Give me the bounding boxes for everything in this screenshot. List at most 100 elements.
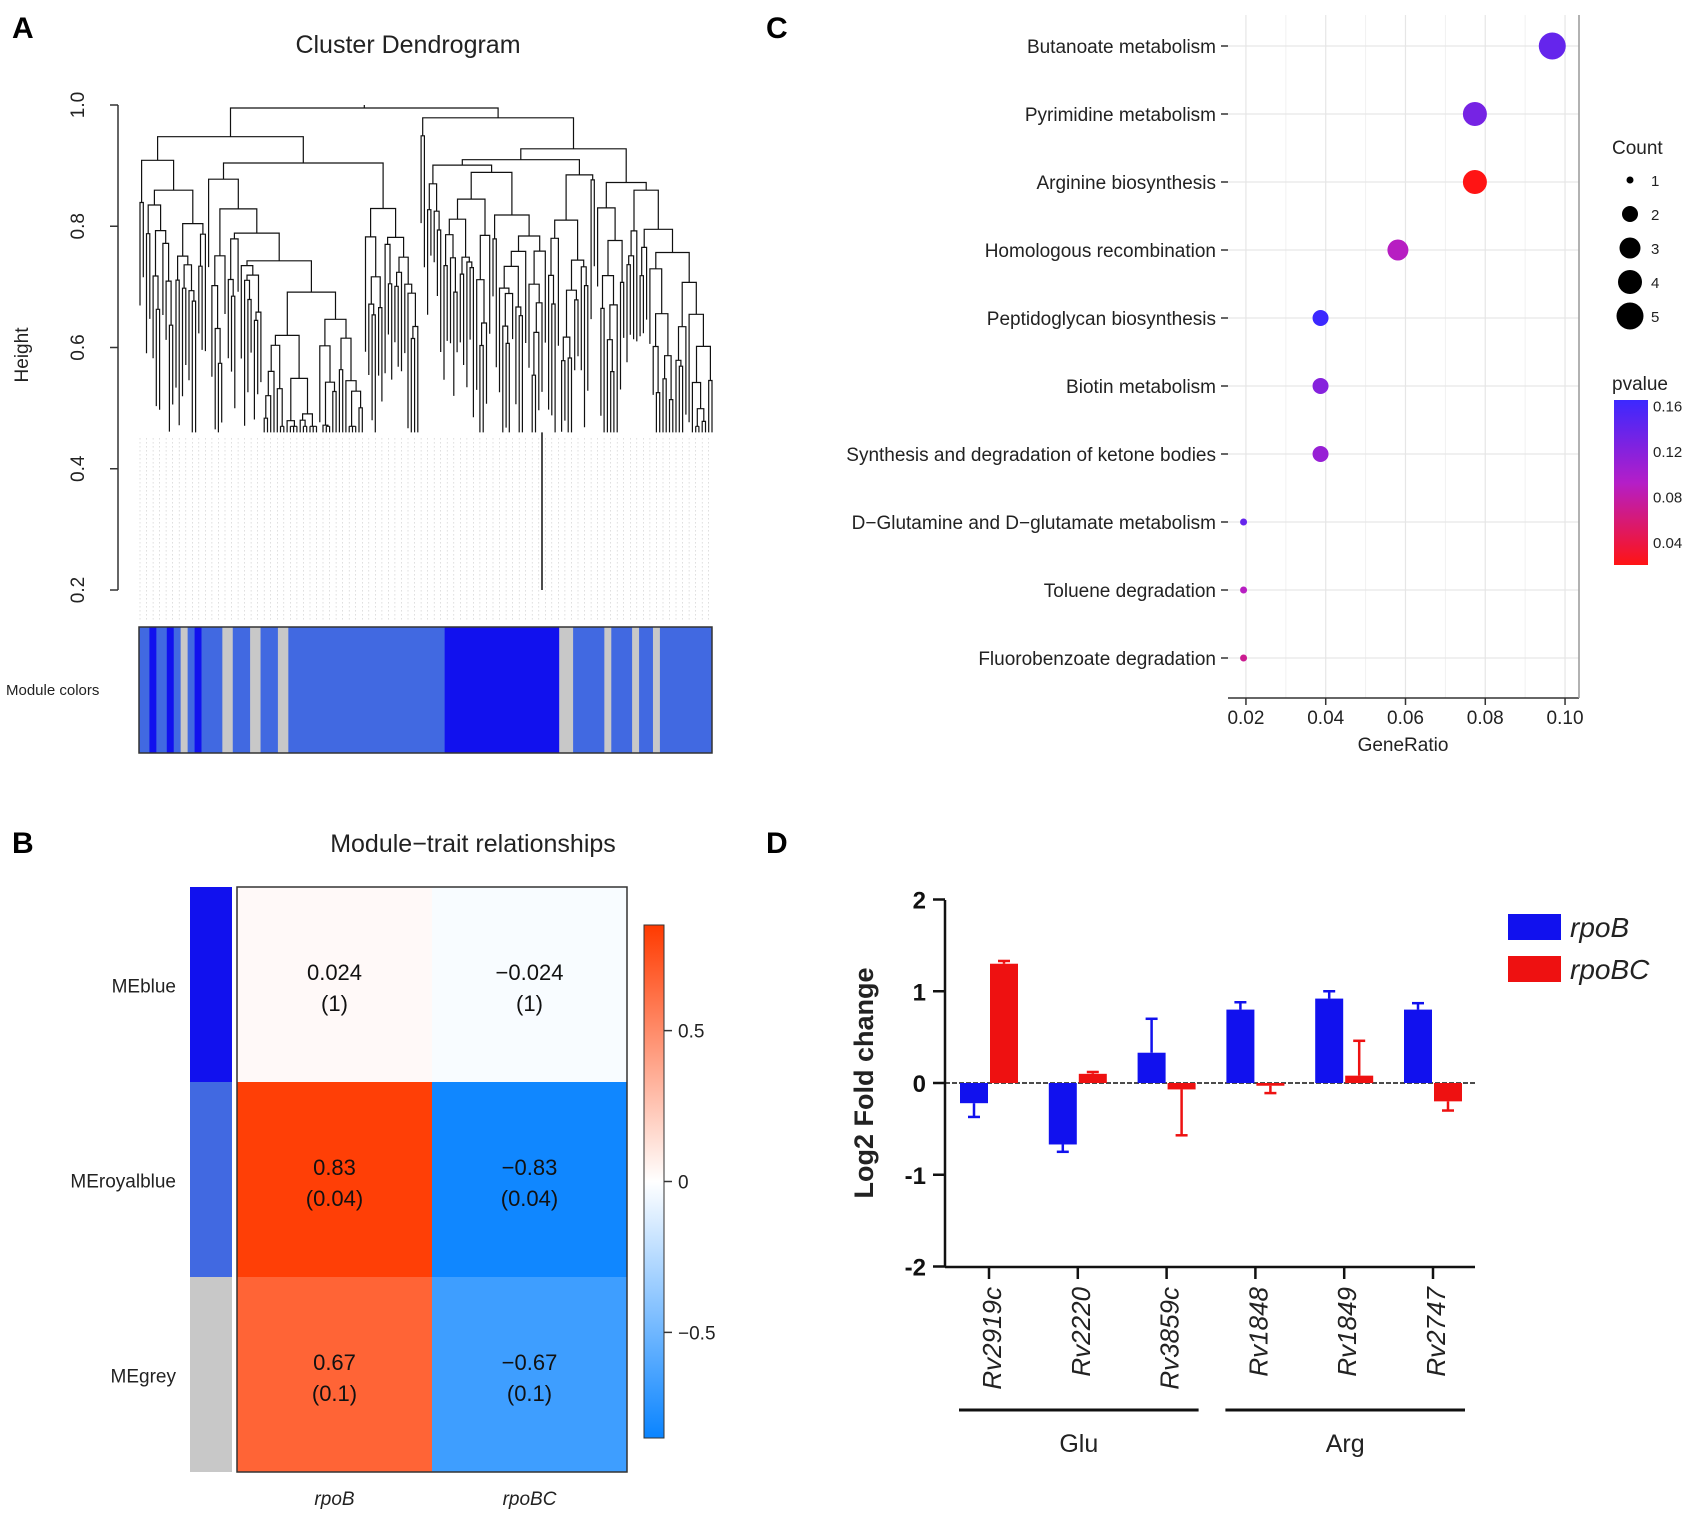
d-bar-rpoB xyxy=(1226,1009,1255,1083)
a-module-block-royalblue xyxy=(573,627,605,753)
d-group-label: Arg xyxy=(1326,1430,1365,1458)
b-cell-value: −0.024 xyxy=(496,960,564,985)
b-row-label: MEroyalblue xyxy=(70,1172,176,1193)
d-ytick-label: 1 xyxy=(913,979,926,1006)
b-cell-pvalue: (0.04) xyxy=(306,1186,363,1211)
c-xtick-label: 0.10 xyxy=(1547,708,1584,729)
b-colorbar-tick-label: −0.5 xyxy=(678,1323,716,1344)
d-ytick-label: 0 xyxy=(913,1071,926,1098)
a-module-block-royalblue xyxy=(156,627,168,753)
c-xlabel: GeneRatio xyxy=(1358,735,1449,756)
d-xtick-label: Rv3859c xyxy=(1155,1287,1185,1390)
a-module-block-royalblue xyxy=(611,627,633,753)
c-dot xyxy=(1312,446,1329,462)
c-xtick-label: 0.06 xyxy=(1387,708,1424,729)
a-module-block-grey xyxy=(559,627,574,753)
d-xtick-label: Rv1849 xyxy=(1332,1287,1362,1377)
c-category-label: Arginine biosynthesis xyxy=(1036,173,1216,194)
b-colorbar-tick-label: 0 xyxy=(678,1173,689,1194)
b-row-color-blue xyxy=(190,887,232,1082)
c-category-label: Butanoate metabolism xyxy=(1027,37,1216,58)
d-xtick-label: Rv2220 xyxy=(1066,1286,1096,1376)
c-size-legend-dot xyxy=(1626,176,1634,184)
b-cell-pvalue: (1) xyxy=(321,991,348,1016)
c-category-label: Homologous recombination xyxy=(985,241,1216,262)
c-category-label: Peptidoglycan biosynthesis xyxy=(987,309,1216,330)
c-pvalue-legend-title: pvalue xyxy=(1612,374,1668,395)
b-cell-value: 0.83 xyxy=(313,1155,356,1180)
d-xtick-label: Rv1848 xyxy=(1243,1286,1273,1376)
b-title: Module−trait relationships xyxy=(330,830,616,858)
a-leaf-guides xyxy=(139,438,709,622)
panel-c-dotplot: 0.02 0.04 0.06 0.08 0.10 Butanoate metabolis… xyxy=(846,15,1682,756)
a-module-block-royalblue xyxy=(639,627,654,753)
panel-label-d: D xyxy=(766,827,788,860)
d-bar-rpoB xyxy=(1048,1083,1077,1145)
b-cell-value: −0.83 xyxy=(502,1155,558,1180)
a-module-frame xyxy=(138,626,713,754)
c-category-label: Synthesis and degradation of ketone bodi… xyxy=(846,445,1216,466)
d-xtick-label: Rv2747 xyxy=(1421,1285,1451,1376)
a-module-block-grey xyxy=(652,627,661,753)
d-xtick-label: Rv2919c xyxy=(977,1287,1007,1390)
d-bar-rpoBC xyxy=(1256,1083,1285,1086)
d-bar-rpoBC xyxy=(990,963,1018,1083)
d-group-label: Glu xyxy=(1059,1430,1098,1458)
a-module-block-blue xyxy=(194,627,202,753)
b-colorbar-tick-label: 0.5 xyxy=(678,1022,704,1043)
d-legend-label-rpob: rpoB xyxy=(1570,912,1629,943)
b-col-label: rpoB xyxy=(314,1489,354,1510)
b-cell-pvalue: (0.1) xyxy=(507,1381,552,1406)
panel-b-heatmap: Module−trait relationships MEblue 0.024 (1… xyxy=(70,830,715,1510)
c-xtick-label: 0.04 xyxy=(1307,708,1344,729)
a-ytick-label: 0.6 xyxy=(68,334,89,360)
c-pvalue-legend-label: 0.08 xyxy=(1653,490,1682,507)
d-legend-label-rpobc: rpoBC xyxy=(1570,954,1650,985)
b-cell xyxy=(432,1082,628,1278)
d-bar-rpoB xyxy=(1137,1052,1166,1083)
a-ytick-label: 0.4 xyxy=(68,455,89,482)
c-dot xyxy=(1240,518,1248,526)
a-module-block-grey xyxy=(222,627,234,753)
a-module-block-royalblue xyxy=(201,627,223,753)
b-cell-frame xyxy=(236,886,628,1473)
d-bar-rpoBC xyxy=(1434,1083,1462,1102)
c-pvalue-legend-label: 0.16 xyxy=(1653,399,1682,416)
c-size-legend-label: 1 xyxy=(1651,173,1659,190)
a-module-block-grey xyxy=(604,627,612,753)
a-dendrogram-branches xyxy=(139,105,713,433)
c-category-label: Fluorobenzoate degradation xyxy=(978,649,1216,670)
d-ytick-label: -2 xyxy=(905,1255,926,1282)
c-count-legend-title: Count xyxy=(1612,138,1663,159)
panel-d-barchart: -2 -1 0 1 2 Rv2919c Rv2220 Rv3859c Rv1848 Rv1849 R… xyxy=(849,888,1650,1459)
a-module-block-royalblue xyxy=(187,627,195,753)
b-cell xyxy=(237,1082,433,1278)
c-dot xyxy=(1387,239,1409,261)
b-col-label: rpoBC xyxy=(503,1489,557,1510)
c-dot xyxy=(1312,310,1329,326)
b-cell-pvalue: (0.1) xyxy=(312,1381,357,1406)
d-ytick-label: 2 xyxy=(913,888,926,915)
c-size-legend-dot xyxy=(1619,237,1641,259)
b-row-label: MEblue xyxy=(112,977,176,998)
b-colorbar xyxy=(643,924,665,1439)
c-category-label: D−Glutamine and D−glutamate metabolism xyxy=(852,513,1216,534)
b-cell xyxy=(237,887,433,1083)
c-size-legend-label: 2 xyxy=(1651,207,1659,224)
a-module-block-royalblue xyxy=(659,627,713,753)
a-ylabel: Height xyxy=(12,327,33,383)
a-title: Cluster Dendrogram xyxy=(295,31,520,59)
c-xtick-label: 0.02 xyxy=(1227,708,1264,729)
b-cell xyxy=(237,1277,433,1473)
c-pvalue-colorbar xyxy=(1614,400,1648,565)
c-dot xyxy=(1312,378,1329,394)
b-row-color-grey xyxy=(190,1277,232,1472)
c-dot xyxy=(1240,654,1248,662)
d-bar-rpoB xyxy=(960,1083,988,1104)
d-bar-rpoB xyxy=(1315,998,1344,1083)
a-module-label: Module colors xyxy=(6,682,99,699)
b-cell xyxy=(432,1277,628,1473)
c-pvalue-legend-label: 0.12 xyxy=(1653,444,1682,461)
b-cell-value: 0.67 xyxy=(313,1350,356,1375)
